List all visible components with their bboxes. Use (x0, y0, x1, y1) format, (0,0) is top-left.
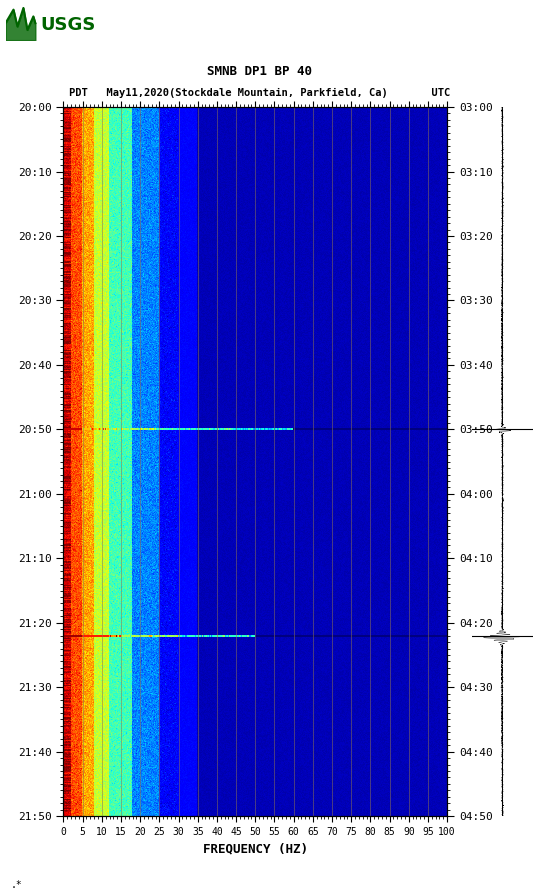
Text: PDT   May11,2020(Stockdale Mountain, Parkfield, Ca)       UTC: PDT May11,2020(Stockdale Mountain, Parkf… (69, 88, 450, 98)
Text: USGS: USGS (40, 16, 95, 34)
X-axis label: FREQUENCY (HZ): FREQUENCY (HZ) (203, 842, 308, 855)
Text: .*: .* (11, 880, 23, 889)
Text: SMNB DP1 BP 40: SMNB DP1 BP 40 (207, 64, 312, 78)
